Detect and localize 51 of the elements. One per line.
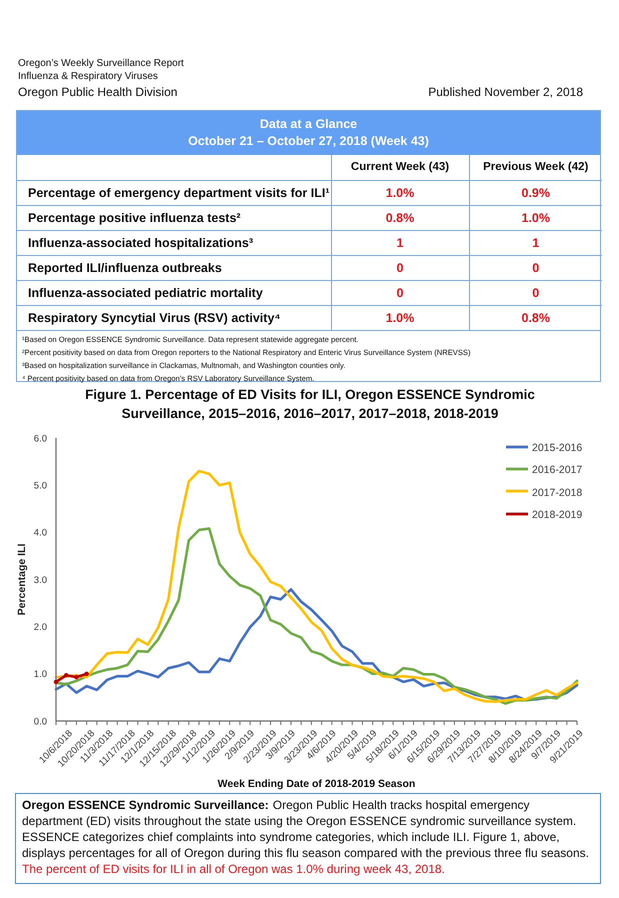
chart-title: Figure 1. Percentage of ED Visits for ILI, Oregon ESSENCE Syndromic Surveillance, 2015–2016, 2016–2017, 2017–2018, 2018-2019 bbox=[85, 387, 535, 421]
text: Percentage of emergency department visits for ILI¹ bbox=[28, 186, 330, 200]
text: Oregon Public Health tracks hospital emergency bbox=[272, 797, 530, 813]
text: 0.8% bbox=[522, 310, 550, 325]
y-tick-label: 3.0 bbox=[34, 574, 47, 586]
text: Reported ILI/influenza outbreaks bbox=[28, 260, 222, 274]
point bbox=[54, 680, 58, 684]
text: ESSENCE categorizes chief complaints into syndrome categories, which include ILI. Figure 1, above, bbox=[22, 829, 561, 845]
text: 1 bbox=[532, 236, 540, 250]
text: 1 bbox=[396, 236, 404, 250]
text: Oregon’s Weekly Surveillance Report bbox=[18, 58, 184, 69]
legend-label: 2017-2018 bbox=[532, 486, 582, 499]
text: 0 bbox=[532, 260, 540, 274]
y-tick-label: 6.0 bbox=[34, 433, 47, 444]
text: displays percentages for all of Oregon during this flu season compared with the previous three flu seasons. bbox=[22, 845, 590, 861]
text: Influenza-associated hospitalizations³ bbox=[28, 236, 254, 250]
line-series bbox=[54, 527, 578, 705]
y-tick-label: 4.0 bbox=[34, 528, 47, 539]
text: Oregon ESSENCE Syndromic Surveillance: bbox=[22, 797, 269, 813]
text: Previous Week (42) bbox=[483, 161, 588, 174]
text: Oregon Public Health Division bbox=[18, 85, 178, 99]
text: 1.0% bbox=[522, 210, 550, 224]
text: Published November 2, 2018 bbox=[428, 85, 583, 99]
text: 1.0% bbox=[386, 310, 414, 325]
text: October 21 – October 27, 2018 (Week 43) bbox=[188, 134, 429, 148]
legend-label: 2015-2016 bbox=[532, 442, 582, 454]
text: 1.0% bbox=[386, 186, 414, 200]
y-tick-label: 0.0 bbox=[34, 716, 47, 728]
text: 0 bbox=[532, 286, 540, 300]
legend-label: 2016-2017 bbox=[532, 464, 582, 476]
text: Influenza & Respiratory Viruses bbox=[18, 71, 158, 82]
y-axis-title: Percentage ILI bbox=[16, 544, 28, 616]
text: 0 bbox=[396, 260, 404, 274]
text: The percent of ED visits for ILI in all of Oregon was 1.0% during week 43, 2018. bbox=[22, 861, 446, 877]
y-tick-label: 1.0 bbox=[34, 669, 47, 680]
text: Influenza-associated pediatric mortality bbox=[28, 286, 263, 300]
y-tick-label: 2.0 bbox=[34, 622, 47, 634]
text: 0.9% bbox=[522, 186, 550, 200]
point bbox=[64, 673, 68, 678]
text: Respiratory Syncytial Virus (RSV) activity⁴ bbox=[28, 310, 281, 325]
y-tick-label: 5.0 bbox=[34, 480, 47, 492]
text: 0 bbox=[396, 286, 404, 300]
text: Percentage positive influenza tests² bbox=[28, 210, 241, 224]
text: Current Week (43) bbox=[350, 161, 450, 174]
point bbox=[84, 672, 89, 676]
text: department (ED) visits throughout the state using the Oregon ESSENCE syndromic surveillance system. bbox=[22, 813, 578, 829]
text: 0.8% bbox=[386, 210, 414, 224]
text: Data at a Glance bbox=[260, 117, 358, 131]
point bbox=[74, 674, 79, 680]
x-axis-title: Week Ending Date of 2018-2019 Season bbox=[218, 778, 416, 790]
legend-label: 2018-2019 bbox=[532, 508, 582, 521]
